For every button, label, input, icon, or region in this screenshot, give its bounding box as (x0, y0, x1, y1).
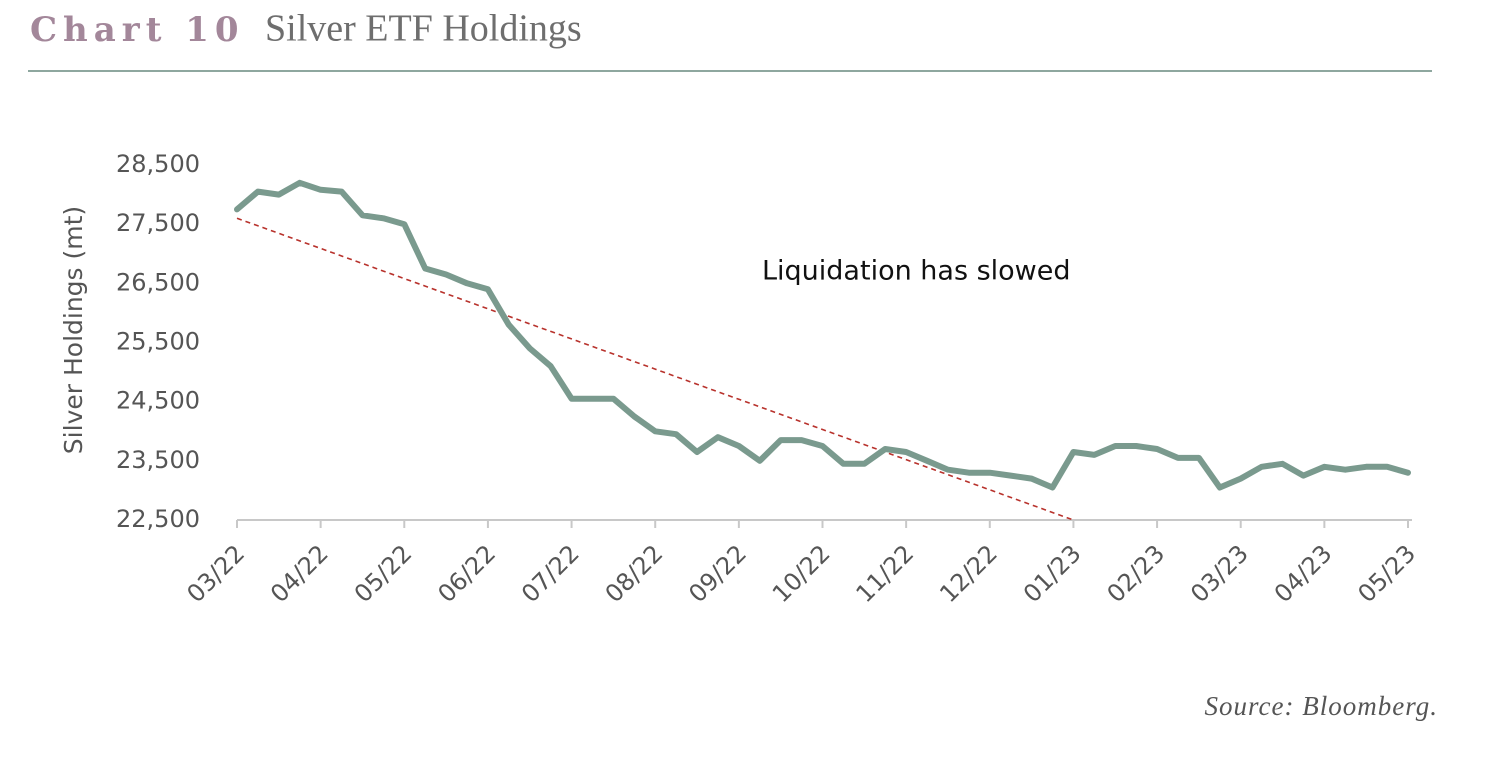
x-tick-label: 05/23 (1352, 539, 1421, 608)
x-tick-label: 03/22 (181, 539, 250, 608)
annotation: Liquidation has slowed (762, 256, 1071, 287)
x-tick-label: 04/23 (1269, 539, 1338, 608)
x-tick-label: 06/22 (432, 539, 501, 608)
x-tick-label: 01/23 (1018, 539, 1087, 608)
x-tick-label: 12/22 (934, 539, 1003, 608)
y-axis-label: Silver Holdings (mt) (59, 206, 88, 454)
y-tick-label: 25,500 (116, 328, 200, 356)
trend-line (236, 217, 1074, 521)
x-tick-label: 10/22 (767, 539, 836, 608)
x-tick-label: 02/23 (1102, 539, 1171, 608)
y-tick-label: 27,500 (116, 209, 200, 237)
x-tick-label: 05/22 (349, 539, 418, 608)
chart-title: Silver ETF Holdings (265, 8, 582, 50)
y-tick-label: 28,500 (116, 150, 200, 178)
source: Source: Bloomberg. (1205, 691, 1438, 721)
y-tick-label: 24,500 (116, 387, 200, 415)
x-tick-label: 07/22 (516, 539, 585, 608)
x-tick-label: 08/22 (600, 539, 669, 608)
x-tick-label: 03/23 (1185, 539, 1254, 608)
series-line (234, 179, 1411, 491)
x-tick-label: 09/22 (683, 539, 752, 608)
y-tick-label: 22,500 (116, 505, 200, 533)
x-tick-label: 04/22 (265, 539, 334, 608)
x-tick-label: 11/22 (851, 539, 920, 608)
y-tick-label: 26,500 (116, 268, 200, 296)
chart-number: Chart 10 (30, 10, 245, 50)
y-tick-label: 23,500 (116, 446, 200, 474)
